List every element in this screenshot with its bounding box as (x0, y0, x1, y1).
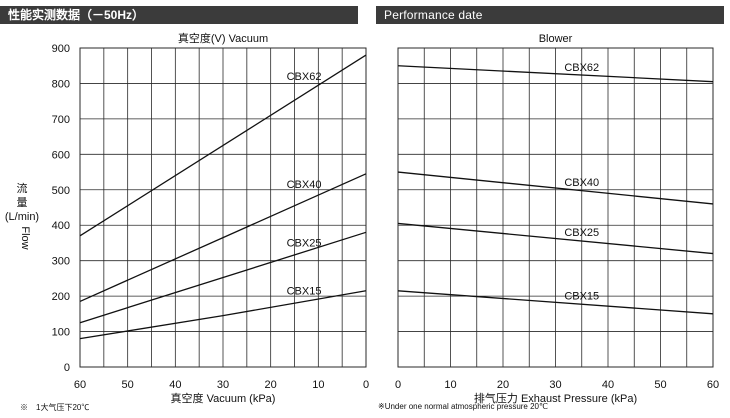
vacuum-y-tick-label: 200 (52, 291, 70, 303)
vacuum-y-axis-label: 流 (17, 181, 28, 195)
vacuum-series-label: CBX15 (287, 285, 322, 297)
blower-chart-title: Blower (539, 33, 573, 45)
blower-series-label: CBX62 (564, 62, 599, 74)
vacuum-x-axis-label: 真空度 Vacuum (kPa) (171, 391, 276, 405)
footnote-right: ※Under one normal atmospheric pressure 2… (378, 402, 548, 411)
vacuum-y-tick-label: 800 (52, 78, 70, 90)
vacuum-y-tick-label: 400 (52, 220, 70, 232)
vacuum-y-tick-label: 100 (52, 327, 70, 339)
vacuum-x-tick-label: 60 (74, 379, 86, 391)
vacuum-x-tick-label: 50 (122, 379, 134, 391)
vacuum-x-tick-label: 20 (265, 379, 277, 391)
blower-x-axis-label: 排气压力 Exhaust Pressure (kPa) (474, 391, 637, 405)
vacuum-x-tick-label: 30 (217, 379, 229, 391)
blower-x-tick-label: 20 (497, 379, 509, 391)
vacuum-y-tick-label: 700 (52, 114, 70, 126)
blower-series-label: CBX25 (564, 227, 599, 239)
vacuum-y-tick-label: 600 (52, 149, 70, 161)
vacuum-series-cbx40 (79, 173, 367, 303)
chart-header-left: 性能实测数据（－50Hz） (0, 6, 358, 24)
vacuum-series-cbx15 (79, 290, 367, 340)
vacuum-x-tick-label: 10 (312, 379, 324, 391)
vacuum-series-cbx62 (79, 54, 367, 237)
blower-series-cbx62 (397, 65, 714, 83)
blower-x-tick-label: 50 (654, 379, 666, 391)
blower-x-tick-label: 10 (444, 379, 456, 391)
chart-header-right: Performance date (376, 6, 724, 24)
blower-x-tick-label: 40 (602, 379, 614, 391)
vacuum-x-tick-label: 40 (169, 379, 181, 391)
vacuum-series-cbx25 (79, 231, 367, 324)
blower-series-cbx15 (397, 290, 714, 315)
vacuum-series-label: CBX40 (287, 179, 322, 191)
vacuum-series-label: CBX25 (287, 237, 322, 249)
blower-x-tick-label: 60 (707, 379, 719, 391)
blower-series-cbx25 (397, 222, 714, 255)
vacuum-chart-title: 真空度(V) Vacuum (178, 31, 268, 45)
blower-x-tick-label: 30 (549, 379, 561, 391)
footnote-left: ※ 1大气压下20℃ (20, 403, 90, 412)
vacuum-y-tick-label: 900 (52, 43, 70, 55)
blower-series-cbx40 (397, 171, 714, 205)
vacuum-y-axis-label: Flow (19, 226, 31, 249)
vacuum-y-axis-label: (L/min) (5, 211, 39, 223)
vacuum-y-tick-label: 300 (52, 256, 70, 268)
blower-x-tick-label: 0 (395, 379, 401, 391)
vacuum-y-axis-label: 量 (17, 196, 28, 209)
vacuum-y-tick-label: 500 (52, 185, 70, 197)
vacuum-x-tick-label: 0 (363, 379, 369, 391)
blower-series-label: CBX40 (564, 177, 599, 189)
vacuum-y-tick-label: 0 (64, 362, 70, 374)
vacuum-series-label: CBX62 (287, 71, 322, 83)
blower-series-label: CBX15 (564, 291, 599, 303)
